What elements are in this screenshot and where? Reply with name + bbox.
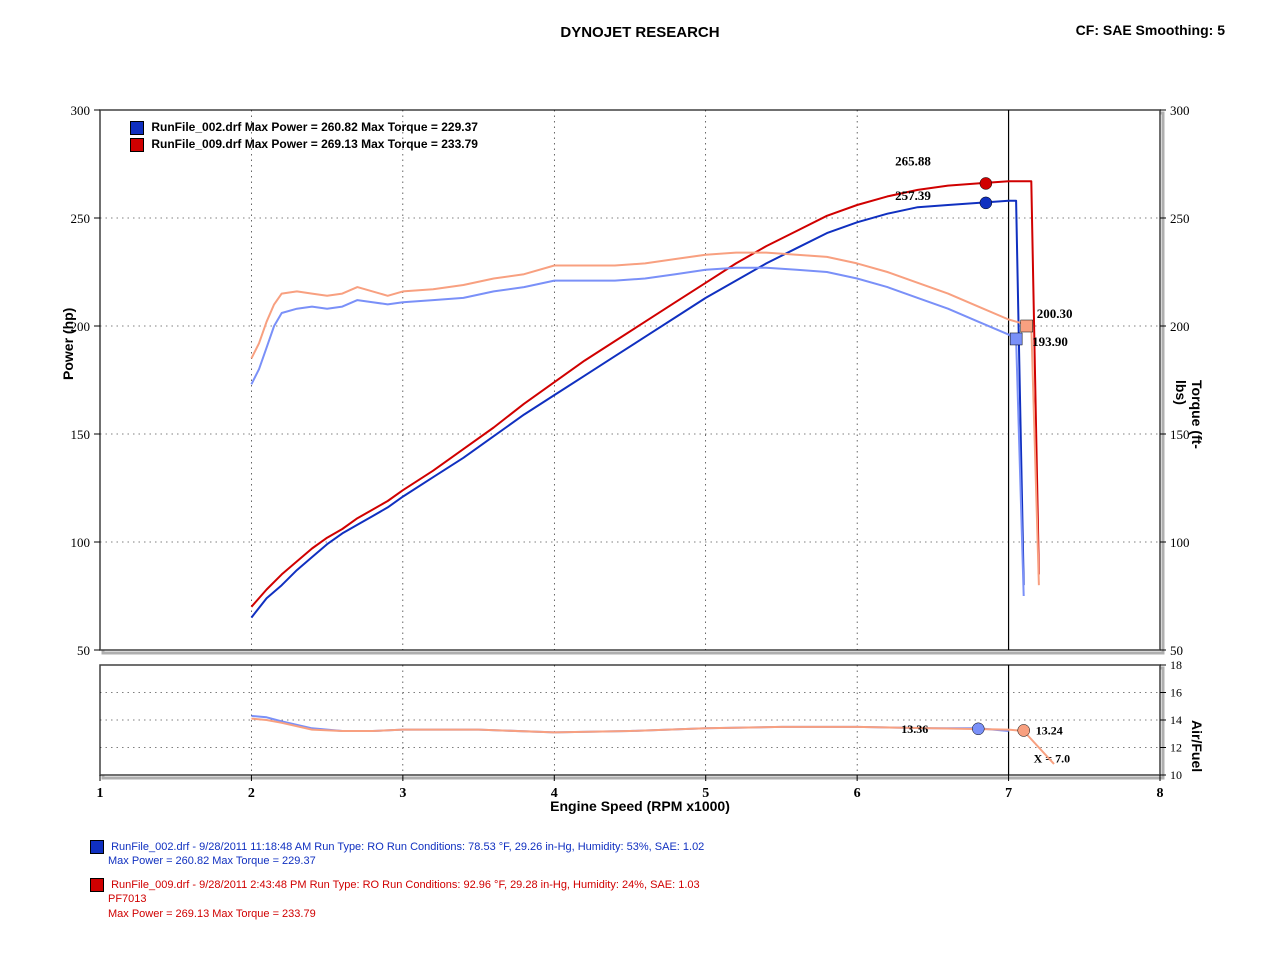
x-label: Engine Speed (RPM x1000) [0,798,1280,814]
svg-text:250: 250 [1170,211,1190,226]
footer-swatch-1 [90,840,104,854]
legend-row-1: RunFile_002.drf Max Power = 260.82 Max T… [130,120,478,135]
footer-run2: RunFile_009.drf - 9/28/2011 2:43:48 PM R… [90,878,700,921]
legend-swatch-2 [130,138,144,152]
svg-text:100: 100 [1170,535,1190,550]
svg-text:10: 10 [1170,768,1182,782]
legend-text-1: RunFile_002.drf Max Power = 260.82 Max T… [151,120,478,134]
footer-run2-line3: Max Power = 269.13 Max Torque = 233.79 [108,908,316,920]
footer-run2-line1: RunFile_009.drf - 9/28/2011 2:43:48 PM R… [111,879,700,891]
svg-text:50: 50 [77,643,90,658]
footer-run1-line1: RunFile_002.drf - 9/28/2011 11:18:48 AM … [111,841,704,853]
svg-text:12: 12 [1170,741,1182,755]
svg-text:14: 14 [1170,713,1182,727]
legend-box: RunFile_002.drf Max Power = 260.82 Max T… [130,120,478,152]
svg-text:13.24: 13.24 [1036,723,1063,737]
footer-run1: RunFile_002.drf - 9/28/2011 11:18:48 AM … [90,840,704,869]
footer-run1-line2: Max Power = 260.82 Max Torque = 229.37 [108,855,316,867]
svg-text:193.90: 193.90 [1032,334,1068,349]
svg-text:50: 50 [1170,643,1183,658]
footer-run2-line2: PF7013 [108,893,147,905]
svg-text:200.30: 200.30 [1037,306,1073,321]
svg-text:250: 250 [71,211,91,226]
footer-swatch-2 [90,878,104,892]
y-left-label: Power (hp) [60,308,76,380]
svg-text:13.36: 13.36 [901,722,928,736]
svg-text:18: 18 [1170,658,1182,672]
svg-text:300: 300 [71,103,91,118]
legend-text-2: RunFile_009.drf Max Power = 269.13 Max T… [151,137,478,151]
svg-text:150: 150 [71,427,91,442]
y-right-label: Torque (ft-lbs) [1173,380,1205,455]
svg-text:265.88: 265.88 [895,153,931,168]
af-right-label: Air/Fuel [1189,720,1205,772]
legend-swatch-1 [130,121,144,135]
svg-text:100: 100 [71,535,91,550]
svg-text:200: 200 [1170,319,1190,334]
svg-text:X = 7.0: X = 7.0 [1034,752,1071,766]
svg-text:16: 16 [1170,686,1182,700]
svg-text:300: 300 [1170,103,1190,118]
legend-row-2: RunFile_009.drf Max Power = 269.13 Max T… [130,137,478,152]
svg-text:257.39: 257.39 [895,188,931,203]
